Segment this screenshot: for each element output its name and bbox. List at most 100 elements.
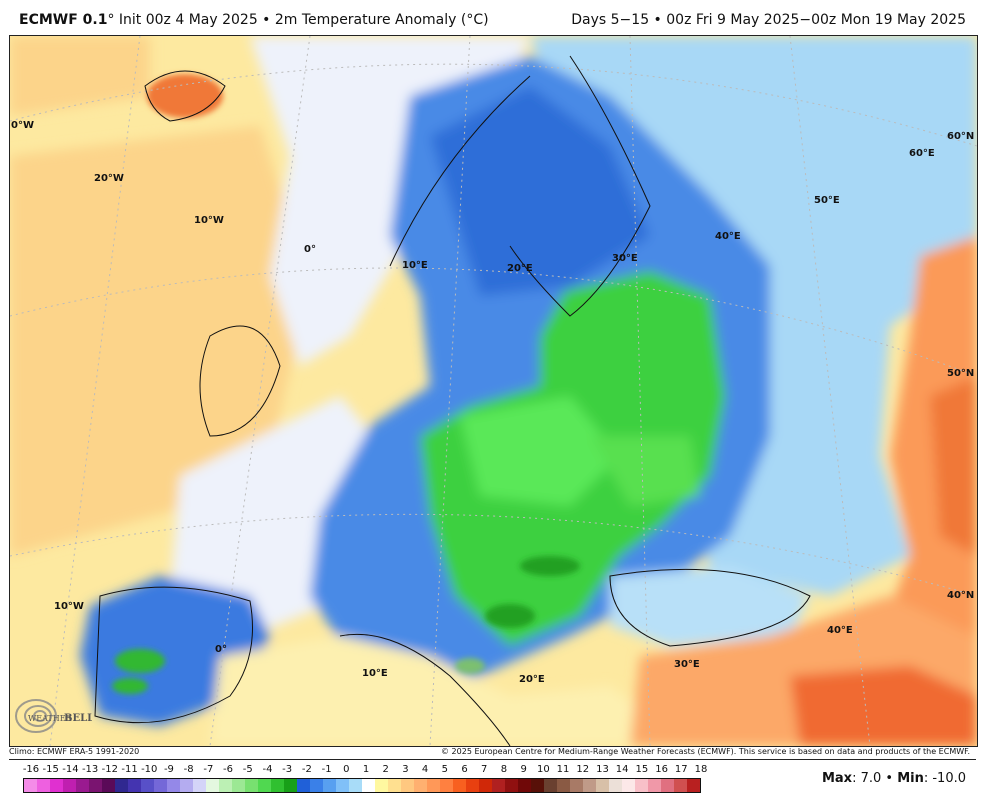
colorbar-swatch — [128, 779, 141, 792]
colorbar-swatch — [232, 779, 245, 792]
colorbar-tick-label: -6 — [223, 764, 234, 775]
colorbar-labels: -16 -15 -14 -13 -12 -11 -10 -9 -8 -7 -6 -5 -4 -3 -2 -1 0… — [22, 764, 708, 776]
lon-label: 20°E — [519, 674, 545, 685]
lon-label: 10°E — [402, 260, 428, 271]
colorbar-swatch — [635, 779, 648, 792]
lon-label: 0° — [304, 244, 316, 255]
lon-label: 30°E — [674, 659, 700, 670]
svg-text:WEATHER: WEATHER — [28, 714, 73, 723]
colorbar-tick-label: 18 — [694, 764, 708, 775]
iceland-warm-patch — [147, 74, 223, 118]
colorbar-swatch — [258, 779, 271, 792]
graticule — [10, 36, 977, 746]
colorbar-swatch — [375, 779, 388, 792]
colorbar — [23, 778, 701, 793]
colorbar-swatch — [349, 779, 362, 792]
colorbar-swatch — [323, 779, 336, 792]
colorbar-swatch — [674, 779, 687, 792]
lon-label: 20°W — [94, 173, 124, 184]
colorbar-tick-label: 17 — [674, 764, 688, 775]
max-value: : 7.0 • — [852, 771, 898, 786]
colorbar-tick-label: -9 — [163, 764, 174, 775]
colorbar-swatch — [570, 779, 583, 792]
colorbar-tick-label: 7 — [481, 764, 488, 775]
colorbar-swatch — [310, 779, 323, 792]
colorbar-tick-label: 13 — [596, 764, 609, 775]
lon-label: 20°E — [507, 263, 533, 274]
colorbar-tick-label: -14 — [62, 764, 79, 775]
colorbar-swatch — [154, 779, 167, 792]
colorbar-swatch — [544, 779, 557, 792]
colorbar-swatch — [505, 779, 518, 792]
colorbar-swatch — [219, 779, 232, 792]
colorbar-swatch — [388, 779, 401, 792]
colorbar-swatch — [440, 779, 453, 792]
colorbar-tick-label: 16 — [655, 764, 668, 775]
lon-label: 60°E — [909, 148, 935, 159]
colorbar-tick-label: 14 — [615, 764, 629, 775]
lon-label: 10°W — [54, 601, 84, 612]
colorbar-swatch — [479, 779, 492, 792]
max-label: Max — [821, 771, 853, 786]
colorbar-tick-label: -5 — [242, 764, 253, 775]
colorbar-tick-label: -16 — [22, 764, 40, 775]
colorbar-tick-label: -13 — [81, 764, 99, 775]
title-detail: ° Init 00z 4 May 2025 • 2m Temperature A… — [107, 12, 489, 28]
lat-label: 50°N — [947, 368, 975, 379]
lon-label: 40°E — [827, 625, 853, 636]
colorbar-swatch — [531, 779, 544, 792]
colorbar-swatch — [427, 779, 440, 792]
colorbar-swatch — [115, 779, 128, 792]
colorbar-tick-label: 8 — [500, 764, 508, 775]
lon-label: 10°E — [362, 668, 388, 679]
colorbar-tick-label: -2 — [301, 764, 312, 775]
colorbar-swatch — [609, 779, 622, 792]
colorbar-swatch — [284, 779, 297, 792]
colorbar-swatch — [193, 779, 206, 792]
colorbar-tick-label: 2 — [382, 764, 389, 775]
colorbar-swatch — [687, 779, 700, 792]
valid-period: Days 5−15 • 00z Fri 9 May 2025−00z Mon 1… — [571, 12, 966, 28]
colorbar-swatch — [89, 779, 102, 792]
colorbar-swatch — [518, 779, 531, 792]
colorbar-swatch — [583, 779, 596, 792]
colorbar-tick-label: 5 — [441, 764, 448, 775]
colorbar-swatch — [37, 779, 50, 792]
colorbar-tick-label: 9 — [520, 764, 527, 775]
colorbar-swatch — [362, 779, 375, 792]
colorbar-tick-label: 11 — [556, 764, 570, 775]
colorbar-tick-label: -11 — [121, 764, 138, 775]
min-label: Min — [897, 771, 924, 786]
colorbar-tick-label: -4 — [262, 764, 273, 775]
colorbar-swatch — [557, 779, 570, 792]
climo-note: Climo: ECMWF ERA-5 1991-2020 — [9, 747, 140, 756]
colorbar-swatch — [102, 779, 115, 792]
colorbar-tick-label: 0 — [343, 764, 350, 775]
colorbar-swatch — [24, 779, 37, 792]
colorbar-swatch — [453, 779, 466, 792]
coastlines — [94, 55, 811, 746]
lat-label: 60°N — [947, 131, 975, 142]
colorbar-swatch — [271, 779, 284, 792]
lat-label: 40°N — [947, 590, 975, 601]
colorbar-swatch — [596, 779, 609, 792]
colorbar-swatch — [50, 779, 63, 792]
colorbar-tick-label: -3 — [282, 764, 293, 775]
lon-label: 30°E — [612, 253, 638, 264]
lon-label: 0°W — [11, 120, 34, 131]
lon-label: 50°E — [814, 195, 840, 206]
colorbar-swatch — [297, 779, 310, 792]
colorbar-swatch — [167, 779, 180, 792]
svg-text:BELL: BELL — [64, 713, 92, 724]
colorbar-tick-label: -8 — [183, 764, 194, 775]
colorbar-swatch — [141, 779, 154, 792]
colorbar-swatch — [648, 779, 661, 792]
lon-label: 10°W — [194, 215, 224, 226]
min-value: : -10.0 — [923, 771, 966, 786]
colorbar-swatch — [206, 779, 219, 792]
colorbar-tick-label: 15 — [635, 764, 649, 775]
colorbar-tick-label: 12 — [576, 764, 590, 775]
anomaly-field — [10, 36, 977, 746]
divider — [9, 759, 976, 760]
lon-label: 0° — [215, 644, 227, 655]
